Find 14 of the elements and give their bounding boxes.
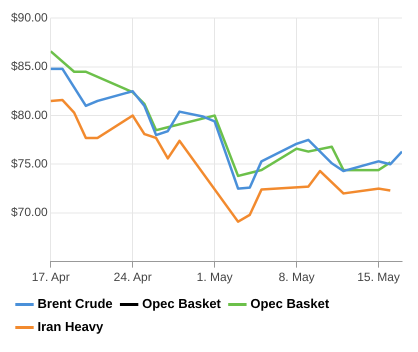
- y-tick-label: $85.00: [11, 59, 48, 74]
- y-tick-label: $70.00: [11, 205, 48, 220]
- x-tick-label: 15. May: [357, 270, 400, 284]
- legend-label: Iran Heavy: [38, 319, 104, 334]
- x-tick-label: 24. Apr: [114, 270, 152, 284]
- y-tick-label: $90.00: [11, 10, 48, 25]
- legend-label: Opec Basket: [250, 296, 330, 312]
- y-tick-label: $75.00: [11, 156, 48, 171]
- legend-label: Opec Basket: [142, 296, 222, 312]
- y-tick-label: $80.00: [11, 108, 48, 122]
- x-tick-label: 17. Apr: [32, 270, 70, 284]
- x-tick-label: 1. May: [196, 270, 233, 284]
- legend-label: Brent Crude: [38, 296, 113, 312]
- x-tick-label: 8. May: [278, 270, 315, 284]
